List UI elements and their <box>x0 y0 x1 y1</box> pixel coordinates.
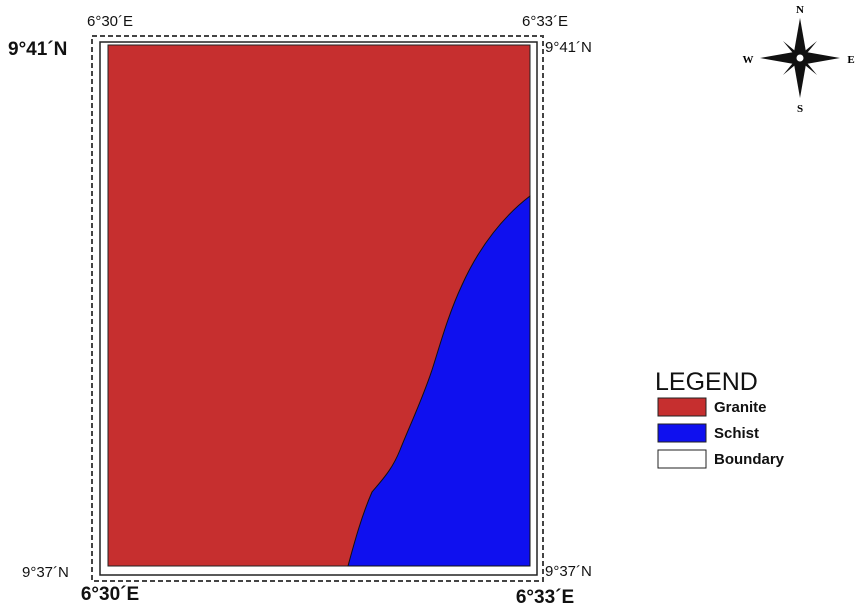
legend-swatch <box>657 397 707 417</box>
schist-area <box>347 194 531 567</box>
legend-label: Granite <box>714 399 767 416</box>
coord-label: 9°41´N <box>8 39 67 60</box>
compass-label: N <box>796 4 804 16</box>
compass-label: E <box>847 54 854 66</box>
coord-label: 9°37´N <box>545 563 592 580</box>
coord-label: 9°41´N <box>545 39 592 56</box>
coord-label: 6°33´E <box>516 587 574 608</box>
legend-title: LEGEND <box>655 368 758 396</box>
outer-frame <box>91 35 544 582</box>
coord-label: 9°37´N <box>22 564 69 581</box>
compass-rose <box>760 18 840 98</box>
coord-label: 6°30´E <box>81 584 139 605</box>
compass-label: S <box>797 103 803 115</box>
legend-swatch <box>657 449 707 469</box>
coord-label: 6°33´E <box>522 13 568 30</box>
legend-label: Schist <box>714 425 759 442</box>
coord-label: 6°30´E <box>87 13 133 30</box>
legend: Granite Schist Boundary <box>657 397 785 469</box>
compass-label: W <box>743 54 754 66</box>
legend-label: Boundary <box>714 451 785 468</box>
legend-swatch <box>657 423 707 443</box>
